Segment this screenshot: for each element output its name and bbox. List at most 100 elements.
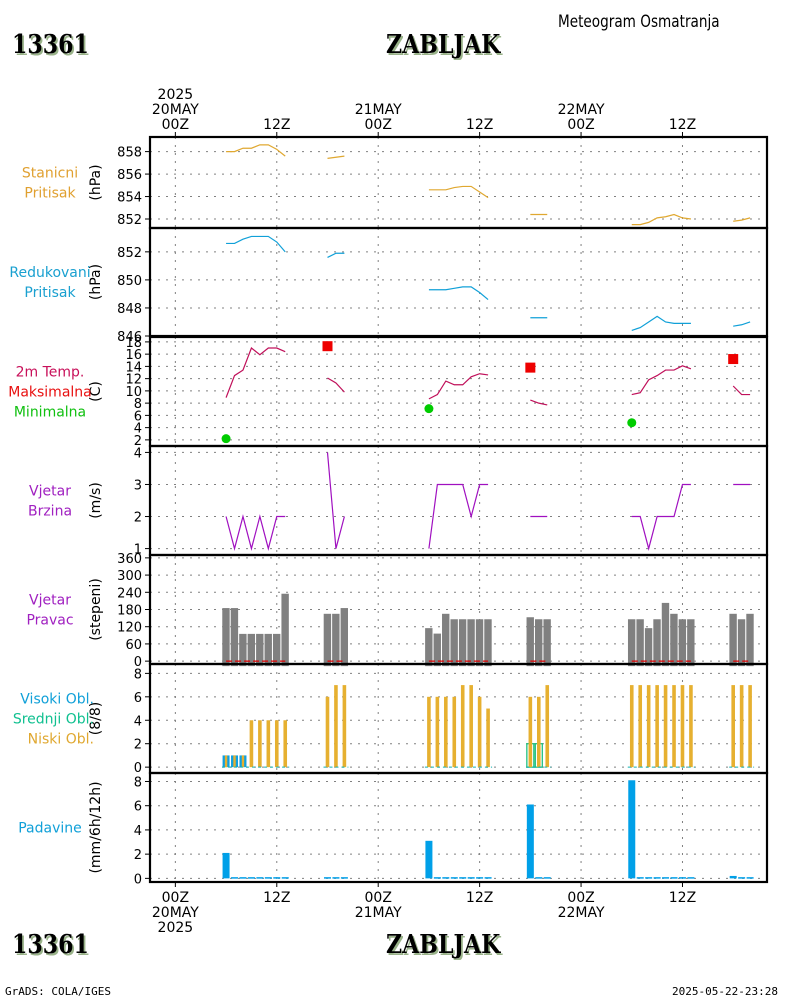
panel-label: Pritisak: [24, 285, 76, 301]
y-axis-label: (hPa): [88, 264, 104, 300]
panel-label: Vjetar: [29, 593, 71, 609]
low-cloud-bar: [334, 685, 338, 768]
y-tick-label: 2: [134, 511, 142, 526]
station-id-bottom: 13361: [12, 930, 89, 960]
precip-bar: [256, 877, 264, 879]
y-tick-label: 3: [134, 478, 142, 493]
wind-direction-bar: [272, 633, 281, 667]
y-axis-label: (C): [88, 381, 104, 402]
low-cloud-bar: [545, 685, 550, 768]
panel-label: Pritisak: [24, 186, 76, 202]
y-tick-label: 852: [117, 246, 142, 261]
max-temp-marker: [322, 341, 333, 352]
series-line-stanicni-pritisak: [428, 185, 489, 199]
low-cloud-bar: [444, 696, 448, 768]
panel-label: Padavine: [18, 821, 82, 837]
wind-direction-bar: [644, 628, 653, 667]
station-name-top: ZABLJAK: [386, 30, 501, 60]
min-temp-marker: [424, 404, 434, 414]
x-tick-label-top: 20MAY: [152, 102, 199, 118]
wind-direction-bar: [264, 633, 272, 667]
panel-label: Stanicni: [22, 166, 78, 182]
x-tick-label-top: 12Z: [669, 117, 696, 133]
y-tick-label: 8: [134, 667, 142, 682]
wind-direction-bar: [450, 619, 458, 667]
panel-label: Srednji Obl.: [13, 712, 94, 728]
wind-direction-bar: [678, 619, 687, 667]
panel-label: Pravac: [26, 613, 73, 629]
y-tick-label: 360: [117, 552, 142, 567]
y-axis-label: (8/8): [88, 702, 104, 735]
panel-label: 2m Temp.: [16, 365, 85, 381]
precip-bar: [662, 877, 670, 879]
low-cloud-bar: [258, 720, 262, 768]
precip-bar: [738, 877, 746, 879]
y-axis-label: (mm/6h/12h): [88, 781, 104, 873]
x-tick-label-top: 2025: [158, 87, 194, 103]
y-tick-label: 856: [117, 168, 142, 183]
min-temp-marker: [627, 418, 637, 428]
precip-bar: [340, 877, 348, 879]
wind-direction-bar: [729, 613, 737, 667]
precip-bar: [425, 840, 433, 879]
wind-direction-bar: [627, 619, 636, 667]
low-cloud-bar: [748, 685, 752, 768]
precip-bar: [281, 877, 289, 879]
panel-label: Brzina: [28, 504, 72, 520]
low-cloud-bar: [629, 685, 634, 768]
wind-direction-bar: [661, 602, 670, 667]
x-tick-label-bottom: 00Z: [365, 890, 392, 906]
y-tick-label: 16: [125, 348, 142, 363]
x-tick-label-top: 21MAY: [355, 102, 402, 118]
precip-bar: [687, 877, 695, 879]
low-cloud-bar: [469, 685, 473, 768]
station-id-top: 13361: [12, 30, 89, 60]
x-tick-label-bottom: 21MAY: [355, 905, 402, 921]
x-tick-label-bottom: 12Z: [466, 890, 493, 906]
x-tick-label-bottom: 12Z: [669, 890, 696, 906]
low-cloud-bar: [325, 696, 330, 768]
series-line-stanicni-pritisak: [327, 155, 345, 159]
series-line-redukovani-pritisak: [226, 235, 286, 253]
y-tick-label: 8: [134, 397, 142, 412]
precip-bar: [231, 877, 239, 879]
wind-direction-bar: [543, 619, 551, 667]
panel-frame: [148, 226, 769, 338]
wind-direction-bar: [433, 633, 441, 667]
series-line-redukovani-pritisak: [733, 321, 751, 327]
wind-direction-bar: [247, 633, 256, 667]
y-tick-label: 0: [134, 655, 142, 670]
panel-label: Maksimalna: [8, 385, 92, 401]
precip-bar: [247, 877, 255, 879]
station-name-bottom: ZABLJAK: [386, 930, 501, 960]
panel-frame: [148, 444, 769, 557]
y-tick-label: 1: [134, 543, 142, 558]
wind-direction-bar: [425, 628, 433, 667]
precip-bar: [645, 877, 653, 879]
y-tick-label: 850: [117, 274, 142, 289]
low-cloud-bar: [731, 685, 735, 768]
wind-direction-bar: [281, 593, 289, 667]
y-tick-label: 6: [134, 691, 142, 706]
wind-direction-bar: [636, 619, 644, 667]
low-cloud-bar: [283, 720, 288, 768]
low-cloud-bar: [528, 696, 533, 768]
precip-bar: [526, 804, 534, 879]
panel-frame: [148, 771, 769, 884]
y-tick-label: 240: [117, 586, 142, 601]
y-tick-label: 4: [134, 824, 142, 839]
panel-frame: [148, 335, 769, 448]
y-axis-label: (hPa): [88, 164, 104, 200]
low-cloud-bar: [224, 755, 228, 768]
low-cloud-bar: [680, 685, 685, 768]
y-tick-label: 4: [134, 446, 142, 461]
y-tick-label: 10: [125, 385, 142, 400]
x-tick-label-bottom: 20MAY: [152, 905, 199, 921]
low-cloud-bar: [689, 685, 693, 768]
wind-direction-bar: [670, 613, 678, 667]
y-tick-label: 8: [134, 775, 142, 790]
wind-direction-bar: [746, 613, 754, 667]
series-line-2m-temp-: [530, 399, 548, 406]
